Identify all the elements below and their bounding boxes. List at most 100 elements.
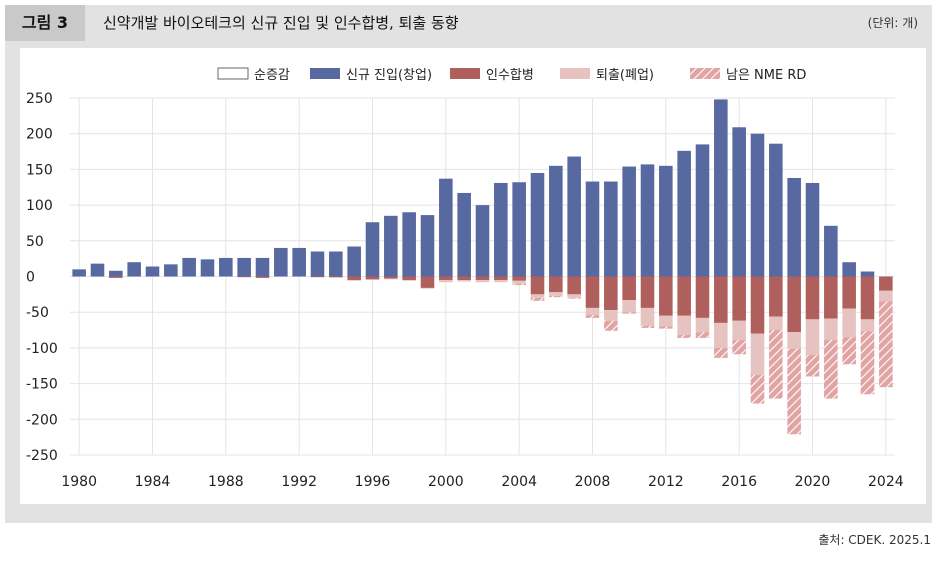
bar-solid-blue-1992 <box>292 247 306 277</box>
bar-solid-blue-2021 <box>824 225 838 277</box>
bar-solid-red-2003 <box>494 276 508 281</box>
bar-solid-pink-2008 <box>585 307 600 316</box>
bar-solid-blue-2006 <box>549 165 563 277</box>
bar-hatched-2007 <box>567 297 581 299</box>
bar-solid-blue-2018 <box>769 143 783 277</box>
bar-solid-pink-2007 <box>567 294 581 298</box>
bar-hatched-2020 <box>805 355 820 377</box>
bar-solid-pink-2020 <box>805 319 820 356</box>
y-axis: 250 200 150 100 50 0 -50 -100 -150 -200 -250 <box>26 91 58 464</box>
bar-hatched-2023 <box>860 331 875 395</box>
bar-solid-red-2009 <box>604 276 618 311</box>
y-tick-label: 50 <box>26 234 44 250</box>
bar-solid-blue-2013 <box>677 150 691 277</box>
bar-solid-pink-2013 <box>677 315 691 336</box>
x-tick-label: 1988 <box>208 474 244 490</box>
x-tick-label: 2024 <box>868 474 904 490</box>
bar-hatched-2024 <box>879 301 893 388</box>
bar-solid-blue-2019 <box>787 177 801 277</box>
bar-hatched-2009 <box>604 320 618 331</box>
bar-solid-red-2013 <box>677 276 691 316</box>
bar-solid-red-2022 <box>842 276 856 309</box>
bar-solid-pink-2019 <box>787 332 801 349</box>
bar-solid-blue-2002 <box>475 205 490 277</box>
bar-solid-pink-2023 <box>860 319 875 332</box>
bar-solid-red-1990 <box>255 276 270 278</box>
bar-solid-blue-2011 <box>640 164 655 277</box>
bar-solid-blue-2009 <box>604 181 618 277</box>
legend-swatch-solid-pink <box>560 68 590 79</box>
x-tick-label: 2012 <box>648 474 684 490</box>
unit-label: (단위: 개) <box>867 16 918 30</box>
bars <box>72 99 893 435</box>
bar-solid-blue-2007 <box>567 156 581 277</box>
bar-solid-red-1999 <box>420 276 435 288</box>
bar-solid-red-2002 <box>475 276 490 281</box>
bar-solid-red-2007 <box>567 276 581 295</box>
bar-hatched-2015 <box>714 347 728 358</box>
bar-solid-pink-2016 <box>732 320 746 341</box>
figure-label: 그림 3 <box>5 5 85 41</box>
figure-title-bar: 그림 3 신약개발 바이오테크의 신규 진입 및 인수합병, 퇴출 동향 (단위… <box>5 5 932 41</box>
bar-solid-red-1989 <box>237 276 251 278</box>
bar-solid-blue-1994 <box>329 251 343 277</box>
bar-solid-blue-2004 <box>512 182 526 277</box>
bar-solid-blue-2008 <box>585 181 600 277</box>
bar-solid-blue-1985 <box>164 264 178 277</box>
bar-hatched-2018 <box>769 330 783 399</box>
bar-solid-red-1996 <box>365 276 380 280</box>
figure-frame: 그림 3 신약개발 바이오테크의 신규 진입 및 인수합병, 퇴출 동향 (단위… <box>5 5 932 523</box>
bar-solid-blue-1999 <box>420 215 435 277</box>
x-tick-label: 2020 <box>795 474 831 490</box>
bar-solid-red-2023 <box>860 276 875 320</box>
y-tick-label: -200 <box>26 412 58 428</box>
plot-panel: 250 200 150 100 50 0 -50 -100 -150 -200 -250 1980 1… <box>20 48 926 504</box>
source-note: 출처: CDEK. 2025.1 <box>818 533 931 547</box>
bar-solid-pink-2021 <box>824 318 838 341</box>
bar-solid-blue-1981 <box>90 263 105 277</box>
bar-solid-pink-2001 <box>457 280 471 282</box>
bar-hatched-2005 <box>530 297 545 301</box>
bar-solid-red-2015 <box>714 276 728 323</box>
x-axis: 1980 1984 1988 1992 1996 2000 2004 2008 2012 2016… <box>61 474 903 490</box>
bar-solid-red-2011 <box>640 276 655 308</box>
bar-solid-red-2000 <box>439 276 453 281</box>
bar-solid-red-2018 <box>769 276 783 317</box>
bar-solid-blue-2014 <box>695 144 710 277</box>
bar-solid-blue-1988 <box>219 257 233 277</box>
bar-solid-pink-2004 <box>512 280 526 284</box>
bar-solid-blue-2017 <box>750 133 765 277</box>
legend-swatch-solid-blue <box>310 68 340 79</box>
x-tick-label: 2004 <box>501 474 537 490</box>
legend-label: 퇴출(폐업) <box>596 68 654 83</box>
bar-solid-red-2008 <box>585 276 600 308</box>
bar-solid-blue-1980 <box>72 269 86 277</box>
bar-solid-blue-2015 <box>714 99 728 277</box>
legend-label: 인수합병 <box>486 68 534 83</box>
y-tick-label: 250 <box>26 91 53 107</box>
bar-solid-pink-1998 <box>402 280 416 281</box>
bar-solid-blue-1998 <box>402 212 416 277</box>
bar-solid-pink-2006 <box>549 292 563 296</box>
bar-solid-blue-2010 <box>622 166 636 277</box>
bar-solid-blue-1993 <box>310 251 325 277</box>
bar-solid-pink-2002 <box>475 280 490 283</box>
bar-solid-red-2010 <box>622 276 636 301</box>
bar-solid-pink-2018 <box>769 316 783 331</box>
bar-solid-red-2004 <box>512 276 526 281</box>
x-tick-label: 2016 <box>721 474 757 490</box>
bar-solid-blue-1987 <box>200 259 215 277</box>
bar-solid-blue-2012 <box>659 165 673 277</box>
bar-solid-red-1982 <box>109 276 123 278</box>
bar-solid-blue-1991 <box>274 247 288 277</box>
bar-hatched-2004 <box>512 283 526 286</box>
bar-solid-pink-2010 <box>622 300 636 313</box>
figure-title: 신약개발 바이오테크의 신규 진입 및 인수합병, 퇴출 동향 <box>103 14 459 32</box>
y-tick-label: 100 <box>26 198 53 214</box>
bar-solid-blue-1986 <box>182 257 196 277</box>
bar-solid-red-2006 <box>549 276 563 293</box>
bar-hatched-2006 <box>549 295 563 298</box>
bar-solid-pink-2024 <box>879 290 893 302</box>
bar-hatched-2017 <box>750 375 765 404</box>
